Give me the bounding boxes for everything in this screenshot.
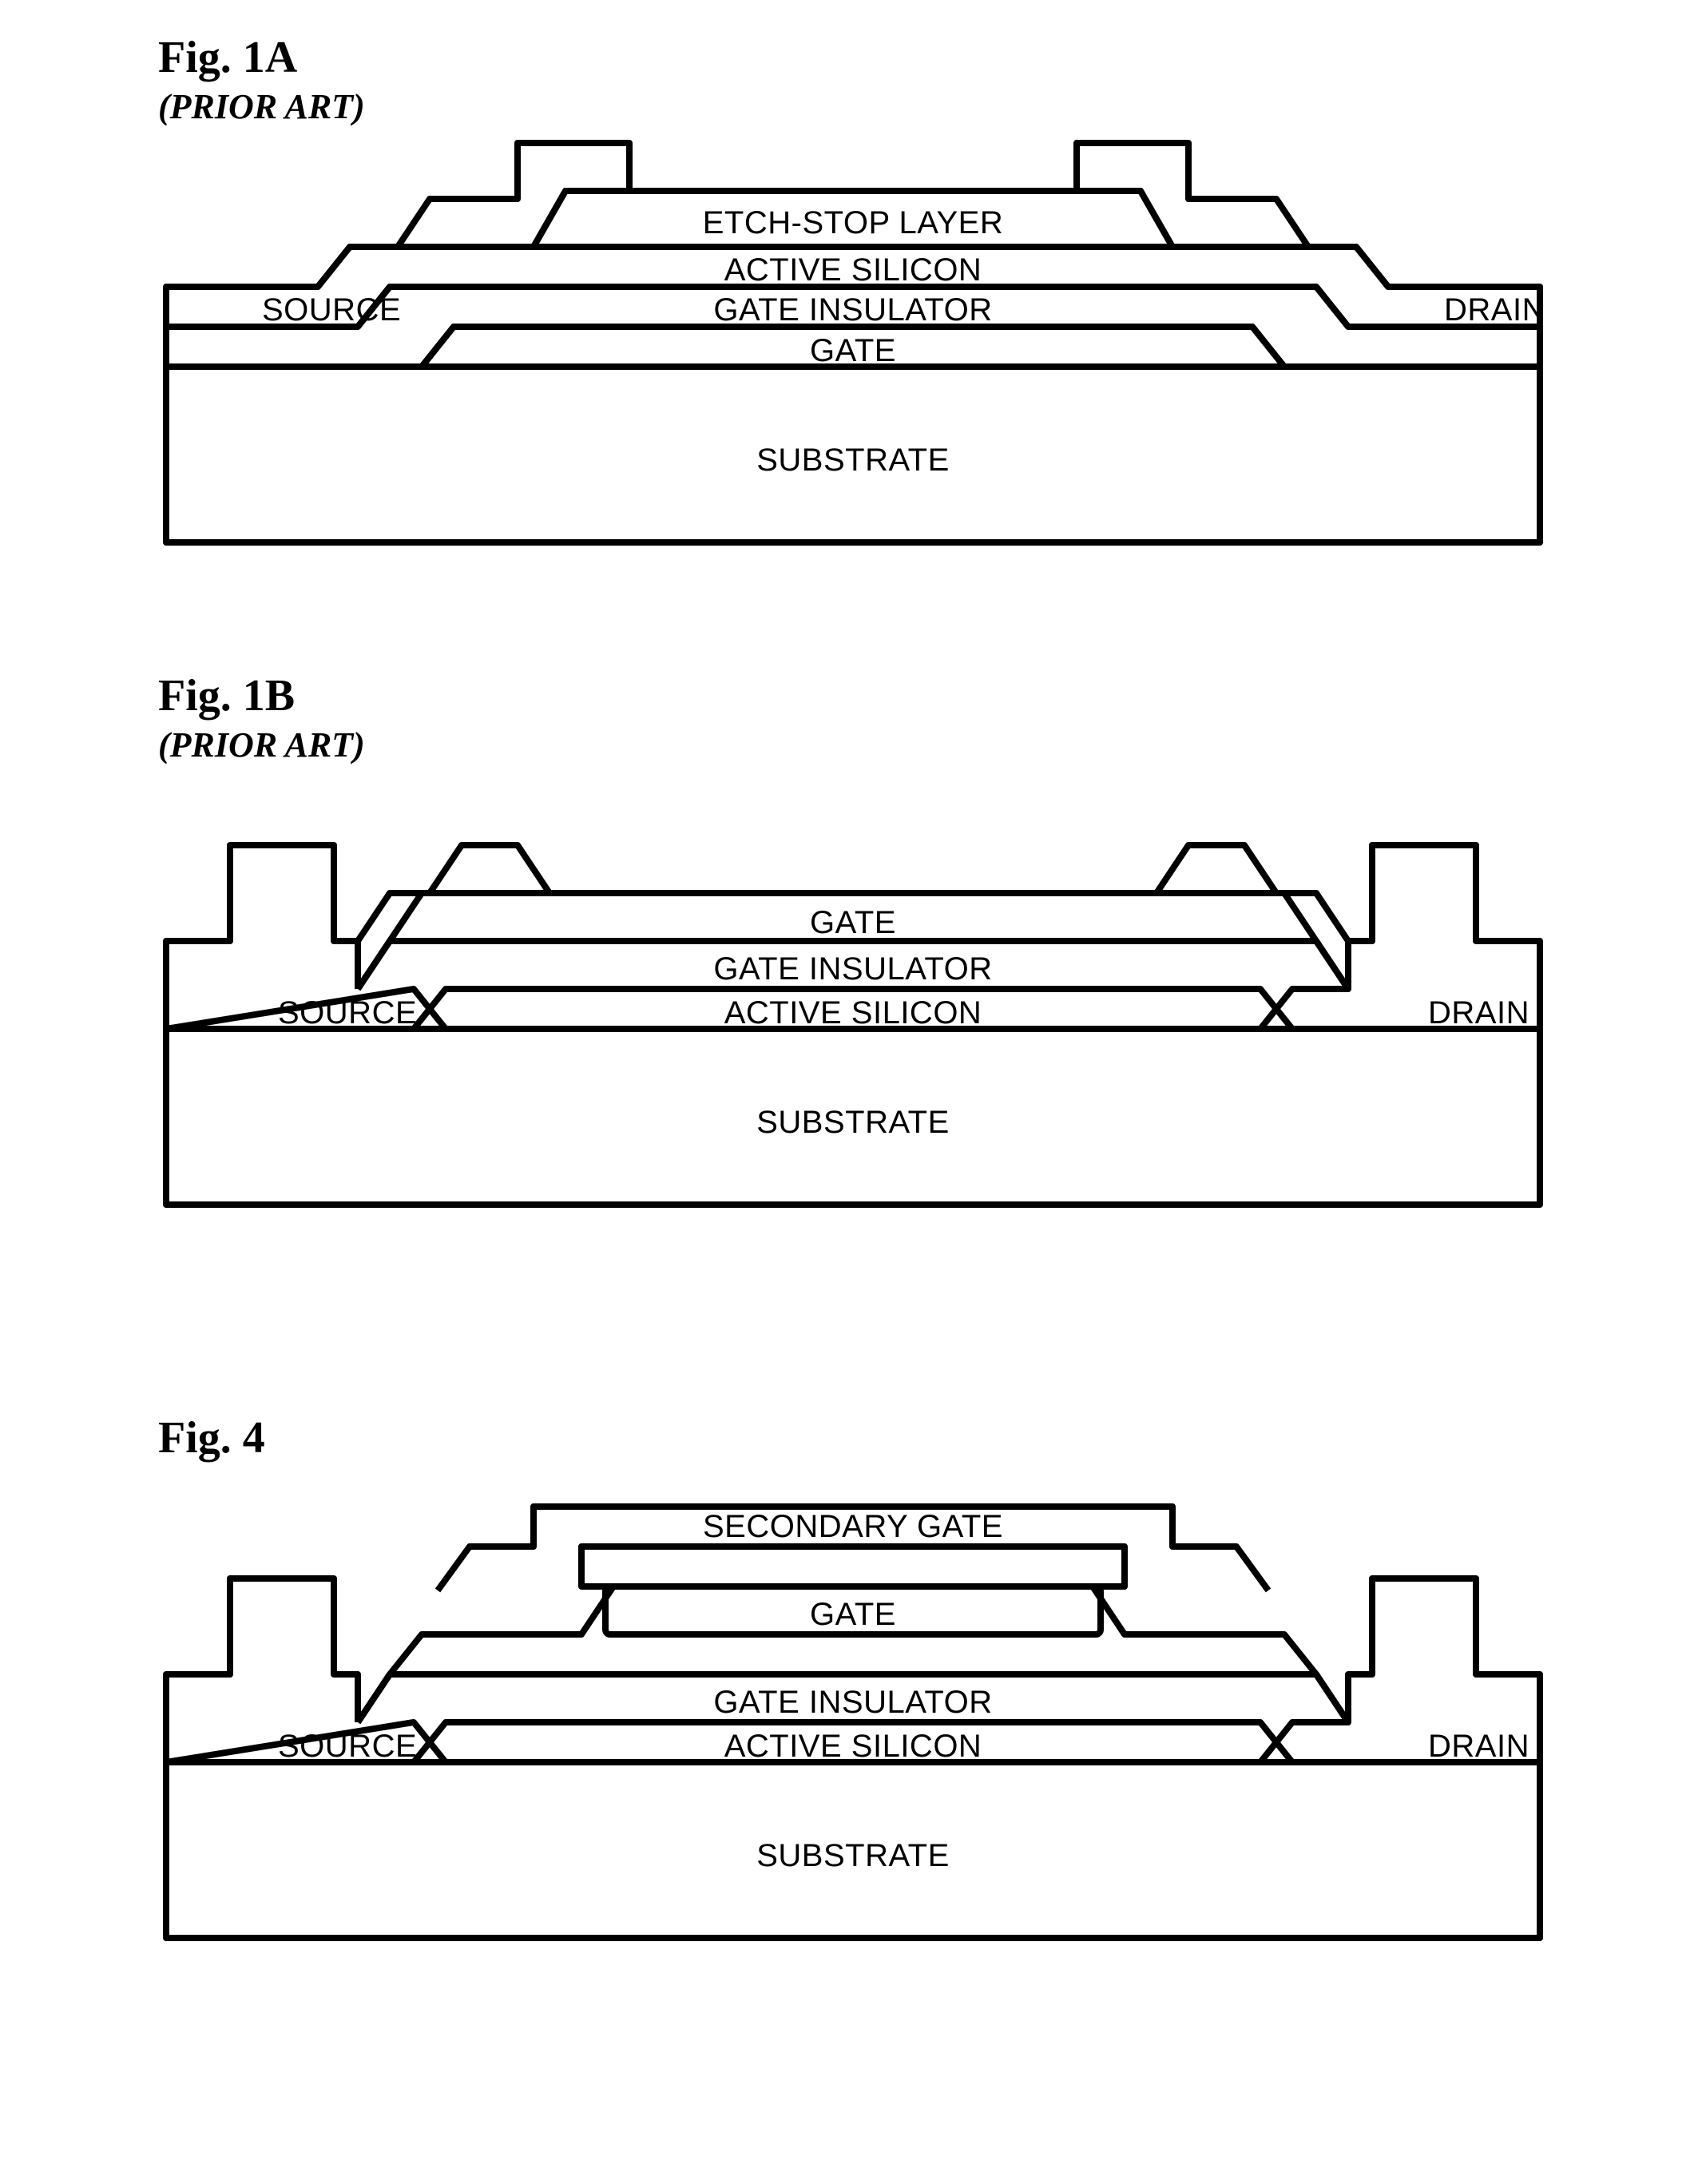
label-active-silicon: ACTIVE SILICON xyxy=(724,252,982,288)
label-secondary-gate: SECONDARY GATE xyxy=(703,1509,1003,1544)
figure-1a: Fig. 1A (PRIOR ART) xyxy=(134,32,1572,558)
label-etch-stop: ETCH-STOP LAYER xyxy=(703,205,1003,240)
figure-1b: Fig. 1B (PRIOR ART) xyxy=(134,670,1572,1221)
label-drain: DRAIN xyxy=(1428,995,1529,1030)
diagram-1a: SUBSTRATE GATE GATE INSULATOR ACTIVE SIL… xyxy=(134,135,1572,558)
label-active-silicon: ACTIVE SILICON xyxy=(724,995,982,1030)
label-gate: GATE xyxy=(810,1597,896,1632)
page: Fig. 1A (PRIOR ART) xyxy=(134,32,1572,1954)
label-source: SOURCE xyxy=(262,292,401,328)
figure-4: Fig. 4 xyxy=(134,1412,1572,1954)
figure-title: Fig. 1B xyxy=(158,670,1572,721)
figure-subtitle xyxy=(158,1467,1572,1475)
label-gate-insulator: GATE INSULATOR xyxy=(713,292,992,328)
label-source: SOURCE xyxy=(278,1729,417,1764)
label-gate-insulator: GATE INSULATOR xyxy=(713,951,992,987)
label-drain: DRAIN xyxy=(1428,1729,1529,1764)
label-gate-insulator: GATE INSULATOR xyxy=(713,1685,992,1720)
label-substrate: SUBSTRATE xyxy=(756,1838,950,1873)
label-gate: GATE xyxy=(810,905,896,940)
label-gate: GATE xyxy=(810,333,896,368)
figure-subtitle: (PRIOR ART) xyxy=(158,725,1572,765)
label-substrate: SUBSTRATE xyxy=(756,1105,950,1140)
label-drain: DRAIN xyxy=(1444,292,1545,328)
diagram-4: SUBSTRATE ACTIVE SILICON GATE INSULATOR … xyxy=(134,1483,1572,1954)
figure-subtitle: (PRIOR ART) xyxy=(158,86,1572,127)
figure-title: Fig. 1A xyxy=(158,32,1572,83)
label-source: SOURCE xyxy=(278,995,417,1030)
label-substrate: SUBSTRATE xyxy=(756,443,950,478)
diagram-1b: SUBSTRATE ACTIVE SILICON GATE INSULATOR … xyxy=(134,773,1572,1221)
label-active-silicon: ACTIVE SILICON xyxy=(724,1729,982,1764)
figure-title: Fig. 4 xyxy=(158,1412,1572,1463)
